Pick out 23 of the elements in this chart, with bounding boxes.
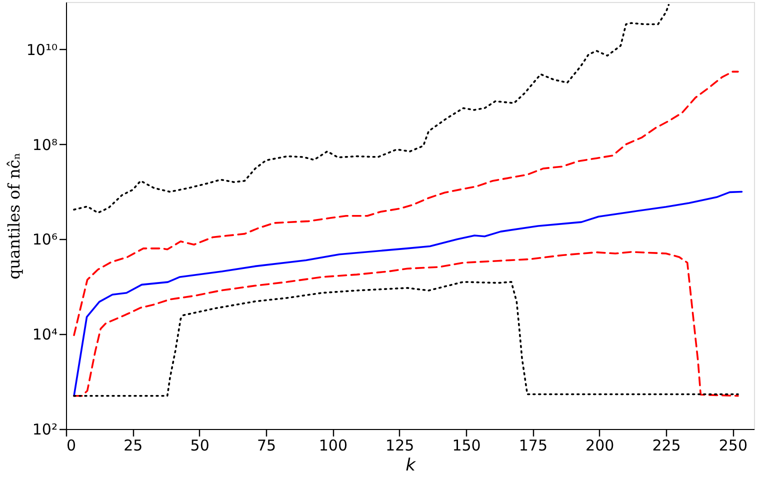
x-tick-label: 175	[518, 436, 548, 454]
x-tick-label: 250	[718, 436, 748, 454]
line-series	[73, 4, 670, 214]
x-tick-label: 100	[318, 436, 348, 454]
x-axis-title: k	[406, 456, 417, 476]
line-series	[73, 281, 739, 397]
y-tick-label: 10⁴	[32, 326, 58, 344]
x-tick-label: 125	[386, 436, 414, 454]
x-tick-label: 0	[66, 436, 76, 454]
y-tick-label: 10¹⁰	[26, 40, 58, 59]
x-tick-label: 150	[452, 436, 481, 454]
line-series	[73, 190, 743, 397]
line-series	[73, 70, 739, 336]
x-tick-label: 50	[190, 436, 210, 454]
x-tick-label: 225	[652, 436, 681, 454]
line-series	[73, 251, 739, 397]
y-axis-title: quantiles of nĉₙ	[4, 152, 24, 280]
y-tick-label: 10⁶	[32, 230, 58, 249]
x-tick-label: 200	[586, 436, 614, 454]
y-tick-label: 10²	[32, 420, 58, 438]
x-tick-label: 75	[256, 436, 276, 454]
x-tick-label: 25	[124, 436, 143, 454]
y-tick-label: 10⁸	[32, 136, 58, 154]
